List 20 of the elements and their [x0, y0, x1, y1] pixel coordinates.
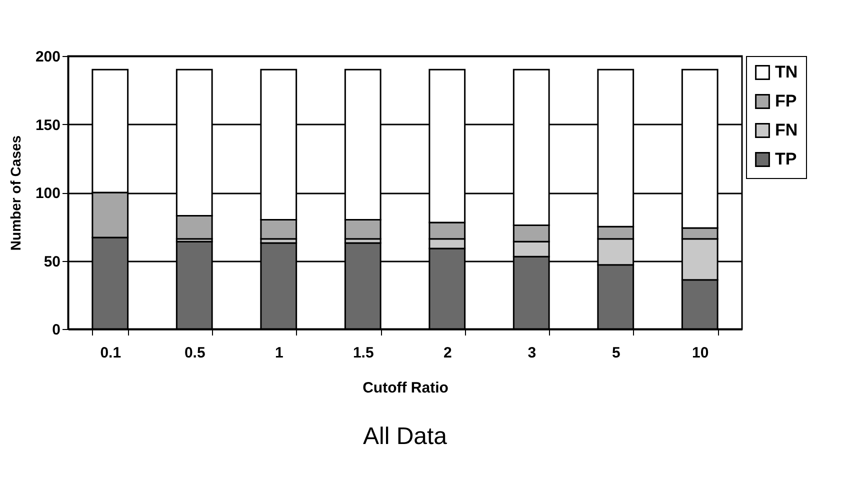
x-tick-label: 5 [612, 344, 620, 362]
legend-label: FP [775, 92, 797, 110]
y-tick-label: 150 [35, 116, 60, 134]
legend-label: TN [775, 62, 798, 82]
y-tick-label: 50 [44, 253, 60, 270]
x-tick-label: 0.5 [184, 344, 206, 362]
x-tick-label: 1 [274, 344, 284, 362]
y-tick-label: 0 [52, 322, 60, 338]
y-tick-label: 200 [35, 48, 60, 66]
x-tick-label: 10 [692, 344, 709, 362]
y-tick-label: 100 [35, 185, 60, 202]
text: All Data [362, 423, 448, 450]
legend-label: TP [775, 150, 797, 168]
x-tick-label: 2 [443, 344, 452, 362]
x-axis-title: Cutoff Ratio [362, 380, 448, 396]
y-axis-title: Number of Cases [7, 135, 24, 251]
x-tick-label: 0.1 [100, 344, 122, 362]
legend-label: FN [775, 120, 798, 140]
x-tick-label: 3 [528, 344, 536, 362]
x-tick-label: 1.5 [352, 344, 374, 362]
